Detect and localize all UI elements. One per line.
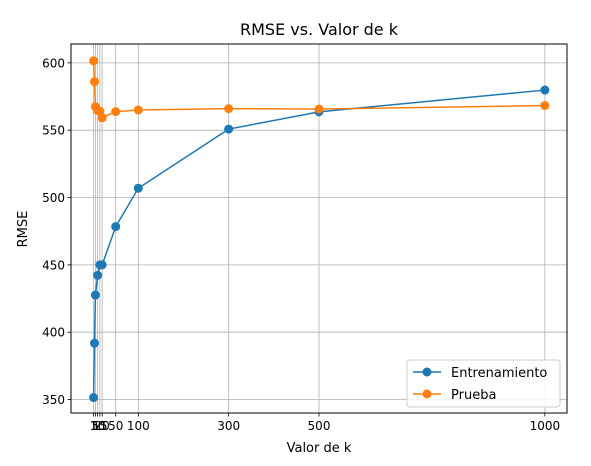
data-point-entrenamiento [97, 260, 107, 270]
x-tick-label: 15 [92, 419, 107, 433]
y-tick-label: 400 [42, 326, 65, 340]
y-tick-label: 350 [42, 393, 65, 407]
legend: Entrenamiento Prueba [406, 359, 561, 408]
y-axis: 350 400 450 500 550 600 [42, 56, 71, 407]
data-point-entrenamiento [540, 85, 550, 95]
data-point-entrenamiento [133, 183, 143, 193]
x-tick-label: 10 [90, 419, 105, 433]
legend-box [406, 359, 561, 408]
y-tick-label: 550 [42, 124, 65, 138]
data-point-entrenamiento [89, 338, 99, 348]
data-point-entrenamiento [90, 290, 100, 300]
x-tick-label: 5 [92, 419, 100, 433]
chart-title: RMSE vs. Valor de k [240, 20, 399, 39]
data-point-prueba [89, 77, 99, 87]
series-layer [89, 56, 550, 403]
y-axis-label: RMSE [16, 211, 31, 248]
x-tick-label: 1000 [530, 419, 561, 433]
x-tick-label: 300 [217, 419, 240, 433]
legend-marker-entrenamiento [422, 367, 432, 377]
data-point-entrenamiento [111, 222, 121, 232]
legend-marker-prueba [422, 389, 432, 399]
data-point-prueba [89, 56, 99, 66]
data-point-prueba [133, 105, 143, 115]
x-tick-label: 100 [127, 419, 150, 433]
y-tick-label: 600 [42, 56, 65, 70]
data-point-entrenamiento [93, 270, 103, 280]
data-point-prueba [111, 107, 121, 117]
legend-label-prueba: Prueba [451, 388, 496, 403]
data-point-prueba [314, 104, 324, 114]
x-tick-label: 1 [90, 419, 98, 433]
data-point-entrenamiento [89, 393, 99, 403]
y-tick-label: 500 [42, 191, 65, 205]
x-tick-label: 50 [108, 419, 123, 433]
data-point-prueba [224, 104, 234, 114]
x-axis-label: Valor de k [287, 441, 352, 456]
data-point-entrenamiento [224, 124, 234, 134]
legend-label-entrenamiento: Entrenamiento [451, 366, 547, 381]
x-tick-label: 20 [95, 419, 110, 433]
y-tick-label: 450 [42, 258, 65, 272]
data-point-prueba [97, 113, 107, 123]
x-tick-label: 500 [308, 419, 331, 433]
data-point-prueba [540, 101, 550, 111]
